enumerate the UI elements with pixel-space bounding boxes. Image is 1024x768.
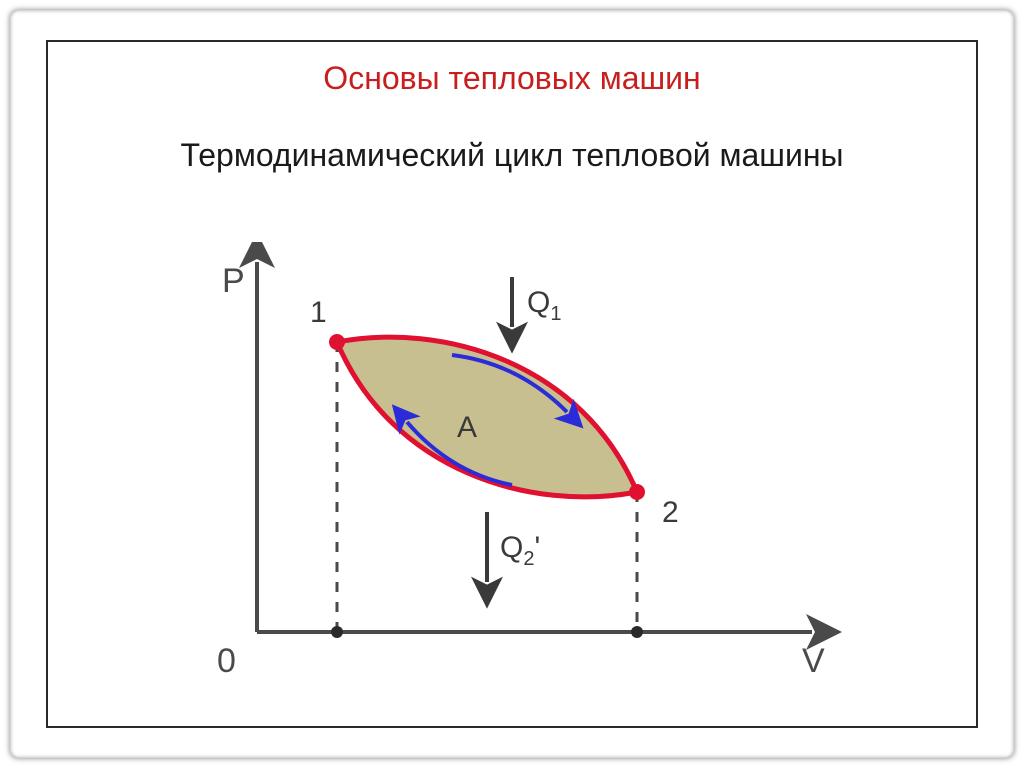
point-2 [629, 484, 645, 500]
x-axis-label: V [802, 642, 825, 680]
point-2-label: 2 [662, 496, 679, 529]
point-1 [329, 334, 345, 350]
page-title: Основы тепловых машин [48, 60, 976, 97]
pv-diagram: P V 0 1 2 A Q1 Q2' [162, 242, 862, 682]
origin-label: 0 [217, 642, 236, 680]
y-axis-label: P [222, 262, 245, 300]
x-tick-2 [631, 626, 643, 638]
center-label: A [457, 411, 477, 444]
content-frame: Основы тепловых машин Термодинамический … [46, 40, 978, 728]
page-subtitle: Термодинамический цикл тепловой машины [48, 137, 976, 174]
q1-label: Q1 [527, 286, 561, 325]
q2-label: Q2' [500, 531, 540, 570]
point-1-label: 1 [310, 296, 327, 329]
x-tick-1 [331, 626, 343, 638]
